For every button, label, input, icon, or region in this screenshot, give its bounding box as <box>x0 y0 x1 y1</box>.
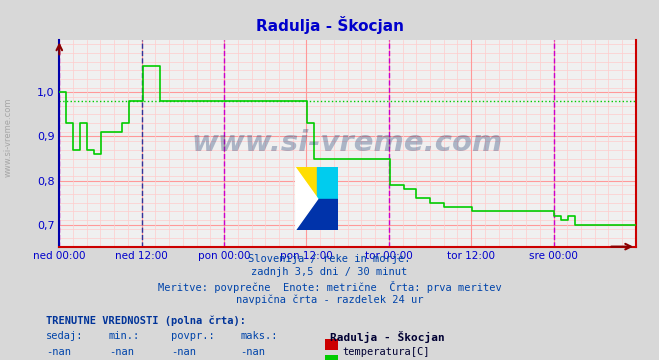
Text: Radulja - Škocjan: Radulja - Škocjan <box>256 16 403 34</box>
Polygon shape <box>295 167 318 230</box>
Text: -nan: -nan <box>109 347 134 357</box>
Text: sedaj:: sedaj: <box>46 331 84 341</box>
Text: temperatura[C]: temperatura[C] <box>343 347 430 357</box>
Text: www.si-vreme.com: www.si-vreme.com <box>192 129 503 157</box>
Bar <box>316 167 338 199</box>
Text: Slovenija / reke in morje.: Slovenija / reke in morje. <box>248 254 411 264</box>
Text: navpična črta - razdelek 24 ur: navpična črta - razdelek 24 ur <box>236 295 423 305</box>
Text: maks.:: maks.: <box>241 331 278 341</box>
Text: -nan: -nan <box>241 347 266 357</box>
Text: min.:: min.: <box>109 331 140 341</box>
Bar <box>295 199 338 230</box>
Bar <box>295 167 316 199</box>
Text: povpr.:: povpr.: <box>171 331 215 341</box>
Text: Radulja - Škocjan: Radulja - Škocjan <box>330 331 444 343</box>
Text: zadnjh 3,5 dni / 30 minut: zadnjh 3,5 dni / 30 minut <box>251 267 408 278</box>
Text: -nan: -nan <box>171 347 196 357</box>
Text: TRENUTNE VREDNOSTI (polna črta):: TRENUTNE VREDNOSTI (polna črta): <box>46 315 246 325</box>
Text: www.si-vreme.com: www.si-vreme.com <box>4 97 13 176</box>
Text: -nan: -nan <box>46 347 71 357</box>
Text: Meritve: povprečne  Enote: metrične  Črta: prva meritev: Meritve: povprečne Enote: metrične Črta:… <box>158 281 501 293</box>
